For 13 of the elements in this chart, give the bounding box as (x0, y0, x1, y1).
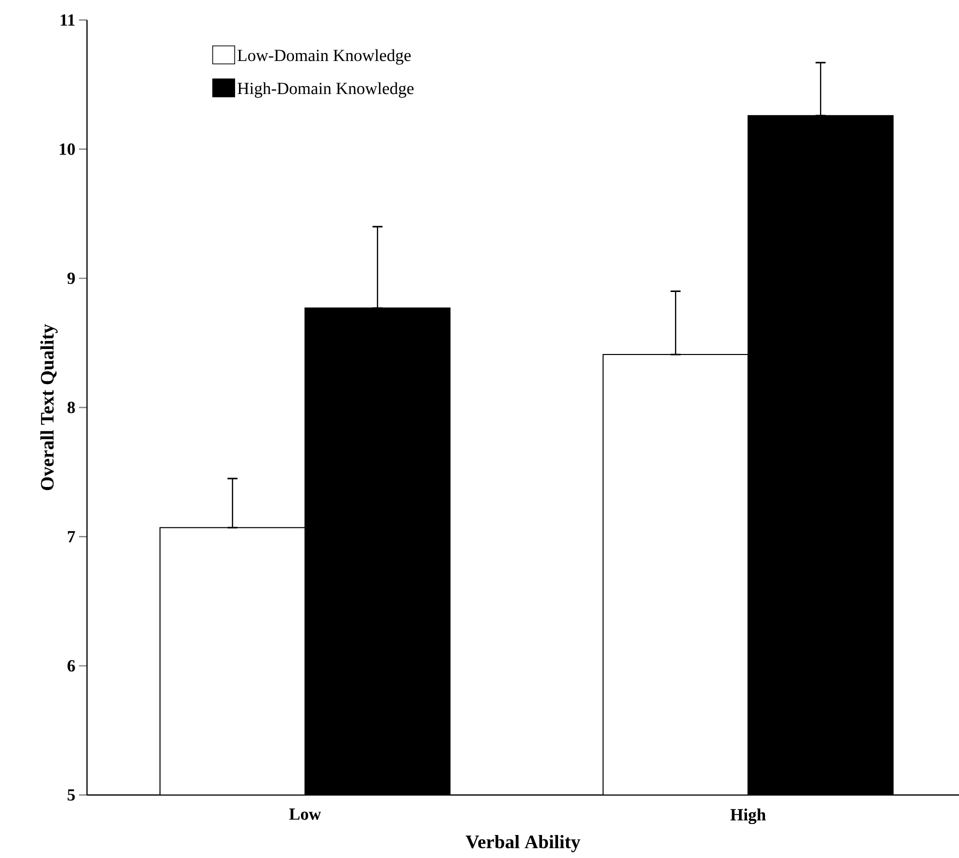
legend-label: Low-Domain Knowledge (238, 49, 411, 65)
y-tick-label: 10 (60, 143, 75, 155)
legend-label: High-Domain Knowledge (238, 82, 414, 98)
y-tick-label: 9 (67, 272, 75, 284)
x-tick-label: Low (289, 808, 321, 820)
y-tick-label: 7 (68, 531, 76, 542)
y-axis-title: Overall Text Quality (40, 324, 58, 490)
x-axis-title: Verbal Ability (466, 834, 580, 852)
y-tick-label: 6 (68, 660, 75, 672)
y-tick-label: 8 (68, 402, 75, 414)
y-tick-label: 11 (60, 14, 75, 26)
y-tick-label: 5 (68, 789, 75, 801)
x-tick-label: High (730, 808, 766, 824)
